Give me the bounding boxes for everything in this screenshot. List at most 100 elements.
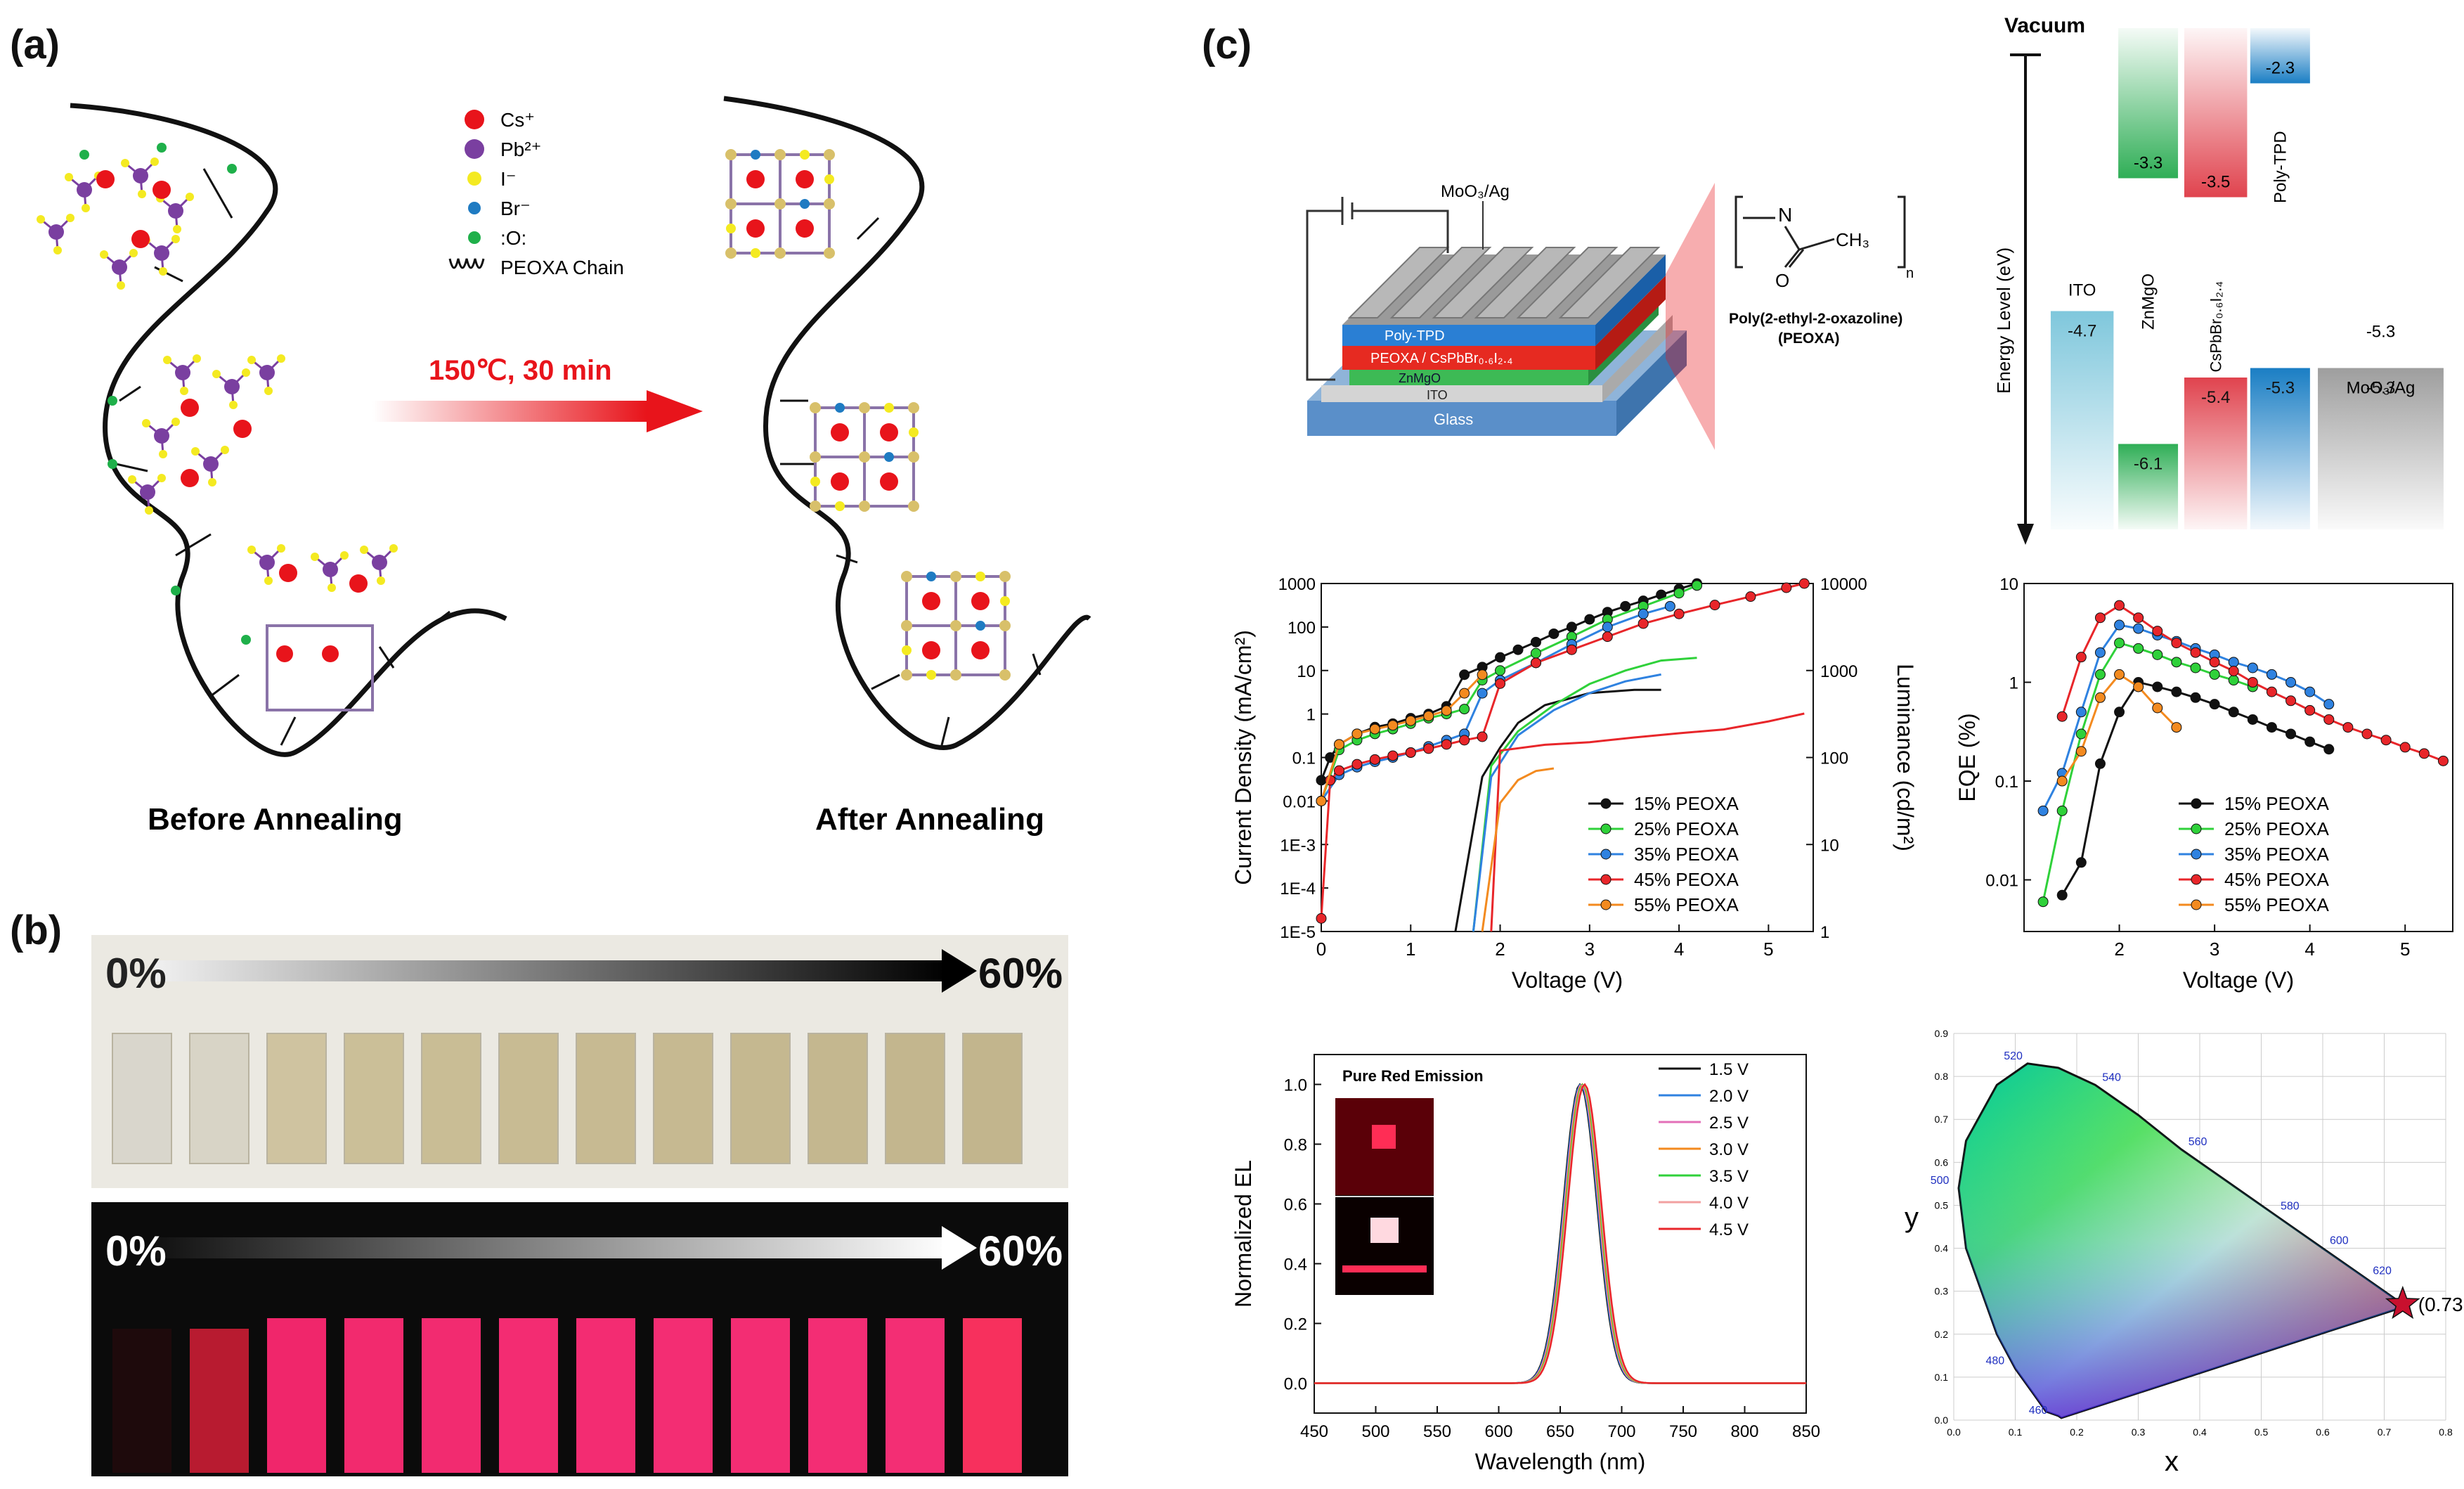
film-strip-daylight	[653, 1033, 713, 1164]
eqe-point	[2114, 669, 2125, 680]
y-tick-label: 0.1	[1995, 773, 2018, 792]
daylight-end-percent: 60%	[978, 950, 1063, 997]
x-tick-label: 3	[1585, 939, 1595, 960]
jv-point	[1459, 704, 1470, 715]
eqe-point	[2094, 669, 2106, 680]
eqe-point	[2323, 744, 2335, 755]
eqe-point	[2037, 805, 2049, 816]
x-tick-label: 700	[1607, 1422, 1635, 1441]
legend-marker	[2191, 899, 2202, 910]
jv-point	[1495, 678, 1506, 689]
peoxa-full-name: Poly(2-ethyl-2-oxazoline)	[1729, 311, 1902, 327]
eqe-point	[2228, 707, 2239, 718]
film-strip-daylight	[421, 1033, 481, 1164]
jv-point	[1692, 580, 1703, 591]
znmgo-label: ZnMgO	[1399, 371, 1441, 385]
eqe-point	[2056, 775, 2068, 787]
homo-value-4: -5.3	[2366, 379, 2395, 398]
eqe-point	[2285, 695, 2297, 707]
legend-entry: 3.5 V	[1709, 1167, 1749, 1186]
wavelength-label: 480	[1986, 1355, 2005, 1367]
material-label-polytpd: Poly-TPD	[2271, 131, 2290, 203]
film-photographs: 0% 60% 0% 60%	[91, 935, 1068, 1476]
jv-point	[1530, 636, 1541, 647]
film-strip-emitting	[422, 1318, 481, 1473]
x-tick-label: 850	[1792, 1422, 1820, 1441]
oxygen-icon	[468, 231, 481, 244]
moo3-ag-electrodes	[1347, 247, 1661, 318]
y-tick-label: 0.1	[1935, 1372, 1949, 1383]
eqe-point	[2228, 665, 2239, 676]
legend-entry: 15% PEOXA	[1634, 793, 1739, 814]
annealing-condition: 150℃, 30 min	[429, 355, 612, 386]
jv-point	[1441, 739, 1452, 750]
legend-marker	[1600, 874, 1612, 885]
jv-point	[1459, 688, 1470, 699]
jv-point	[1512, 644, 1524, 655]
jv-line	[1320, 673, 1484, 801]
y-tick-label: 0.4	[1935, 1243, 1949, 1254]
methyl-group: CH₃	[1836, 229, 1869, 250]
x-tick-label: 5	[1763, 939, 1773, 960]
panel-label-a: (a)	[10, 22, 60, 67]
chain-icon	[448, 258, 485, 269]
wavelength-label: 560	[2189, 1136, 2207, 1148]
after-annealing-label: After Annealing	[815, 802, 1044, 837]
species-legend: Cs⁺ Pb²⁺ I⁻ Br⁻ :O: PEOXA Chain	[448, 109, 624, 278]
x-tick-label: 0.4	[2193, 1426, 2207, 1438]
film-strip-emitting	[576, 1318, 635, 1473]
eqe-point	[2247, 662, 2258, 673]
eqe-point	[2056, 805, 2068, 816]
y-tick-label: 0.8	[1935, 1071, 1949, 1082]
jvl-chart: 0 1 2 3 4 5 1E-5 1E-4 1E-3 0.01 0.1 1 10 100 1000 1 10 10…	[1231, 575, 1918, 993]
x-axis-label: Voltage (V)	[2183, 967, 2294, 993]
energy-bar-1	[2118, 444, 2179, 529]
legend-entry: 35% PEOXA	[2224, 844, 2330, 865]
jv-point	[1638, 608, 1649, 619]
chain-side-branches	[115, 168, 450, 746]
eqe-point	[2056, 889, 2068, 901]
legend-entry: 55% PEOXA	[1634, 894, 1739, 915]
legend-entry: 25% PEOXA	[2224, 818, 2330, 839]
moo3-workfunction: -5.3	[2366, 323, 2395, 342]
eqe-point	[2228, 657, 2239, 668]
x-tick-label: 2	[2114, 939, 2124, 960]
ito-layer	[1321, 385, 1602, 402]
film-strip-daylight	[344, 1033, 404, 1164]
y-tick-label: 1000	[1278, 575, 1316, 594]
film-strip-daylight	[808, 1033, 868, 1164]
x-tick-label: 750	[1669, 1422, 1697, 1441]
film-strip-emitting	[499, 1318, 558, 1473]
eqe-point	[2133, 623, 2144, 634]
jv-point	[1664, 600, 1675, 612]
y2-tick-label: 10000	[1820, 575, 1867, 594]
luminance-line	[1454, 688, 1661, 932]
jv-point	[1333, 765, 1344, 776]
legend-entry: 4.0 V	[1709, 1194, 1749, 1213]
annealing-arrow	[372, 401, 647, 422]
annealing-schematic: Cs⁺ Pb²⁺ I⁻ Br⁻ :O: PEOXA Chain 150℃, 30…	[35, 96, 1091, 837]
legend-pb: Pb²⁺	[500, 138, 541, 160]
x-tick-label: 0.7	[2378, 1426, 2392, 1438]
film-strip-daylight	[730, 1033, 791, 1164]
jv-point	[1495, 665, 1506, 676]
jv-point	[1333, 739, 1344, 750]
peoxa-chain-after	[723, 96, 1091, 750]
wavelength-label: 580	[2281, 1201, 2300, 1213]
y-tick-label: 0.6	[1284, 1196, 1307, 1215]
eqe-point	[2075, 707, 2087, 718]
eqe-point	[2037, 896, 2049, 908]
film-strip-emitting	[190, 1329, 249, 1473]
eqe-point	[2152, 702, 2163, 714]
homo-value-0: -4.7	[2068, 322, 2096, 341]
legend-entry: 35% PEOXA	[1634, 844, 1739, 865]
eqe-point	[2114, 707, 2125, 718]
homo-value-2: -5.4	[2201, 388, 2230, 407]
film-strip-emitting	[344, 1318, 403, 1473]
jv-point	[1405, 747, 1416, 758]
jv-point	[1369, 723, 1380, 735]
eqe-point	[2399, 742, 2411, 753]
homo-value-1: -6.1	[2134, 455, 2163, 474]
jv-point	[1530, 647, 1541, 659]
luminance-line	[1472, 657, 1697, 932]
